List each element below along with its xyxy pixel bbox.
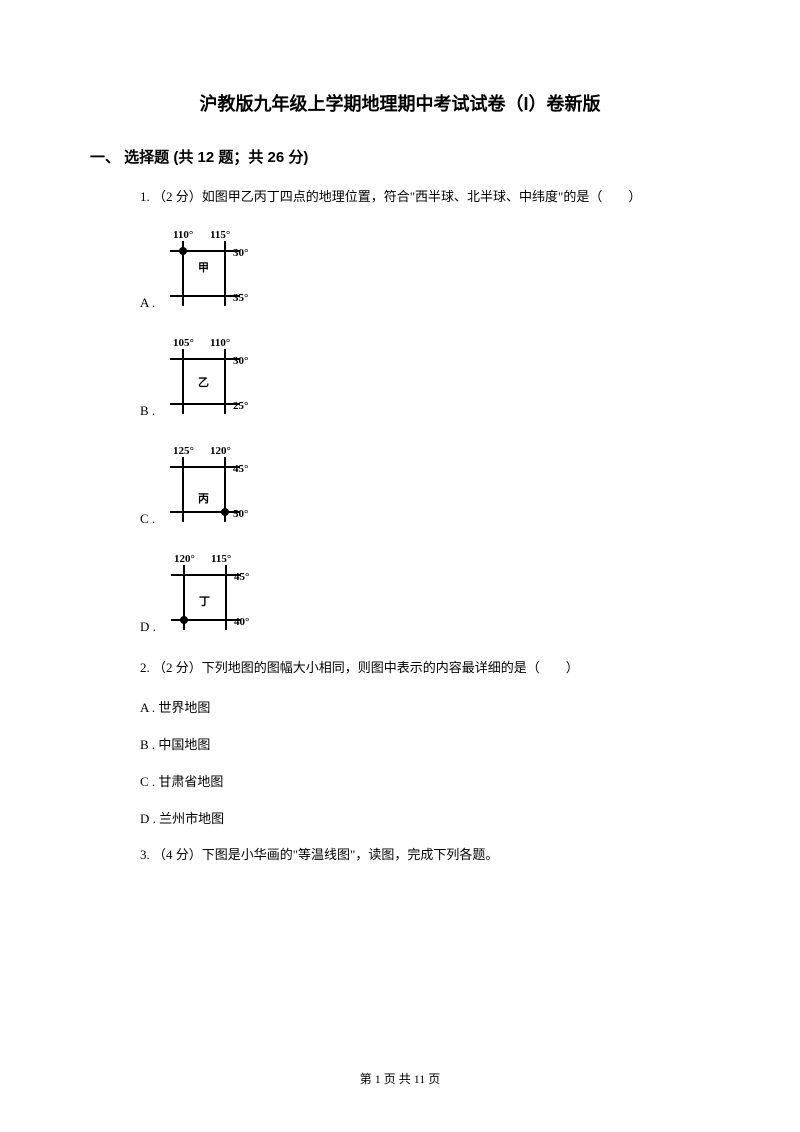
svg-text:30°: 30°	[233, 247, 248, 259]
q2-option-c: C . 甘肃省地图	[140, 771, 710, 790]
option-label: A .	[140, 295, 155, 316]
question-3-text: 3. （4 分）下图是小华画的"等温线图"，读图，完成下列各题。	[140, 845, 710, 866]
svg-text:乙: 乙	[198, 376, 209, 389]
q2-option-b: B . 中国地图	[140, 734, 710, 753]
page-title: 沪教版九年级上学期地理期中考试试卷（I）卷新版	[90, 90, 710, 116]
question-2-text: 2. （2 分）下列地图的图幅大小相同，则图中表示的内容最详细的是（ ）	[140, 658, 710, 679]
svg-text:30°: 30°	[233, 355, 248, 367]
svg-text:125°: 125°	[173, 445, 194, 457]
svg-text:40°: 40°	[234, 616, 249, 628]
svg-text:50°: 50°	[233, 508, 248, 520]
option-label: D .	[140, 619, 156, 640]
q1-option-c: C . 125° 120° 45° 50° 丙	[140, 442, 710, 532]
svg-text:35°: 35°	[233, 292, 248, 304]
svg-text:120°: 120°	[210, 445, 231, 457]
diagram-a: 110° 115° 30° 35° 甲	[165, 226, 265, 316]
q1-option-a: A . 110° 115° 30° 35° 甲	[140, 226, 710, 316]
section-header: 一、 选择题 (共 12 题；共 26 分)	[90, 146, 710, 167]
svg-text:甲: 甲	[198, 261, 209, 274]
svg-text:丁: 丁	[199, 595, 210, 608]
svg-text:115°: 115°	[211, 553, 231, 565]
q2-option-a: A . 世界地图	[140, 697, 710, 716]
diagram-d: 120° 115° 45° 40° 丁	[166, 550, 266, 640]
q1-option-b: B . 105° 110° 30° 25° 乙	[140, 334, 710, 424]
option-label: C .	[140, 511, 155, 532]
svg-text:45°: 45°	[233, 463, 248, 475]
svg-text:120°: 120°	[174, 553, 195, 565]
svg-text:25°: 25°	[233, 400, 248, 412]
diagram-b: 105° 110° 30° 25° 乙	[165, 334, 265, 424]
q1-option-d: D . 120° 115° 45° 40° 丁	[140, 550, 710, 640]
svg-text:110°: 110°	[210, 337, 230, 349]
svg-text:110°: 110°	[173, 229, 193, 241]
question-1-text: 1. （2 分）如图甲乙丙丁四点的地理位置，符合"西半球、北半球、中纬度"的是（…	[140, 187, 710, 208]
svg-text:115°: 115°	[210, 229, 230, 241]
svg-text:丙: 丙	[198, 492, 209, 505]
diagram-c: 125° 120° 45° 50° 丙	[165, 442, 265, 532]
svg-text:45°: 45°	[234, 571, 249, 583]
q2-option-d: D . 兰州市地图	[140, 808, 710, 827]
page-footer: 第 1 页 共 11 页	[0, 1070, 800, 1087]
option-label: B .	[140, 403, 155, 424]
svg-text:105°: 105°	[173, 337, 194, 349]
